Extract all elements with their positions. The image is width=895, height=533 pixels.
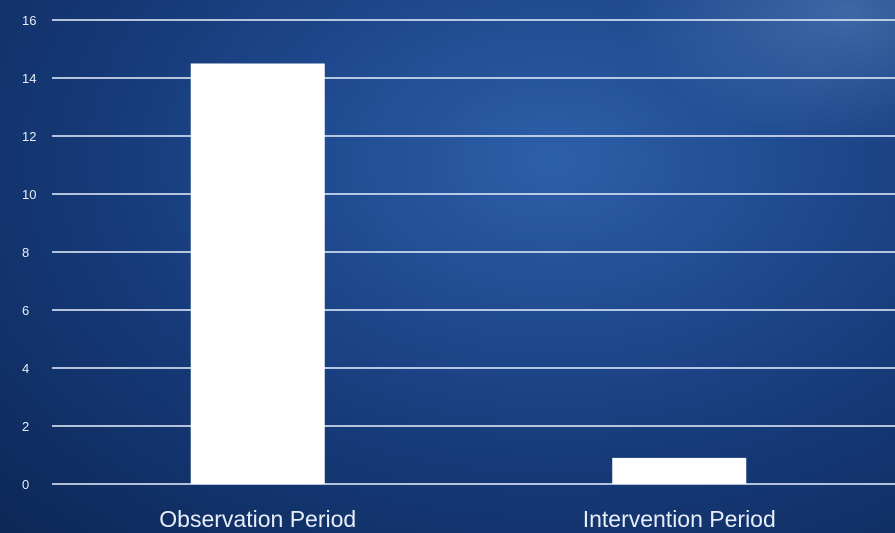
bars	[190, 63, 747, 484]
x-category-label-observation-period: Observation Period	[159, 506, 356, 532]
x-category-label-intervention-period: Intervention Period	[583, 506, 776, 532]
y-tick-label-16: 16	[22, 13, 36, 28]
y-tick-label-12: 12	[22, 129, 36, 144]
y-tick-label-2: 2	[22, 419, 29, 434]
bar-intervention-period	[612, 457, 747, 484]
y-tick-label-14: 14	[22, 71, 36, 86]
y-tick-label-8: 8	[22, 245, 29, 260]
y-tick-label-6: 6	[22, 303, 29, 318]
y-tick-label-0: 0	[22, 477, 29, 492]
y-tick-label-4: 4	[22, 361, 29, 376]
y-axis-tick-labels: 0 2 4 6 8 10 12 14 16	[22, 13, 36, 492]
x-axis-category-labels: Observation Period Intervention Period	[159, 506, 775, 532]
y-tick-label-10: 10	[22, 187, 36, 202]
bar-observation-period	[190, 63, 325, 484]
